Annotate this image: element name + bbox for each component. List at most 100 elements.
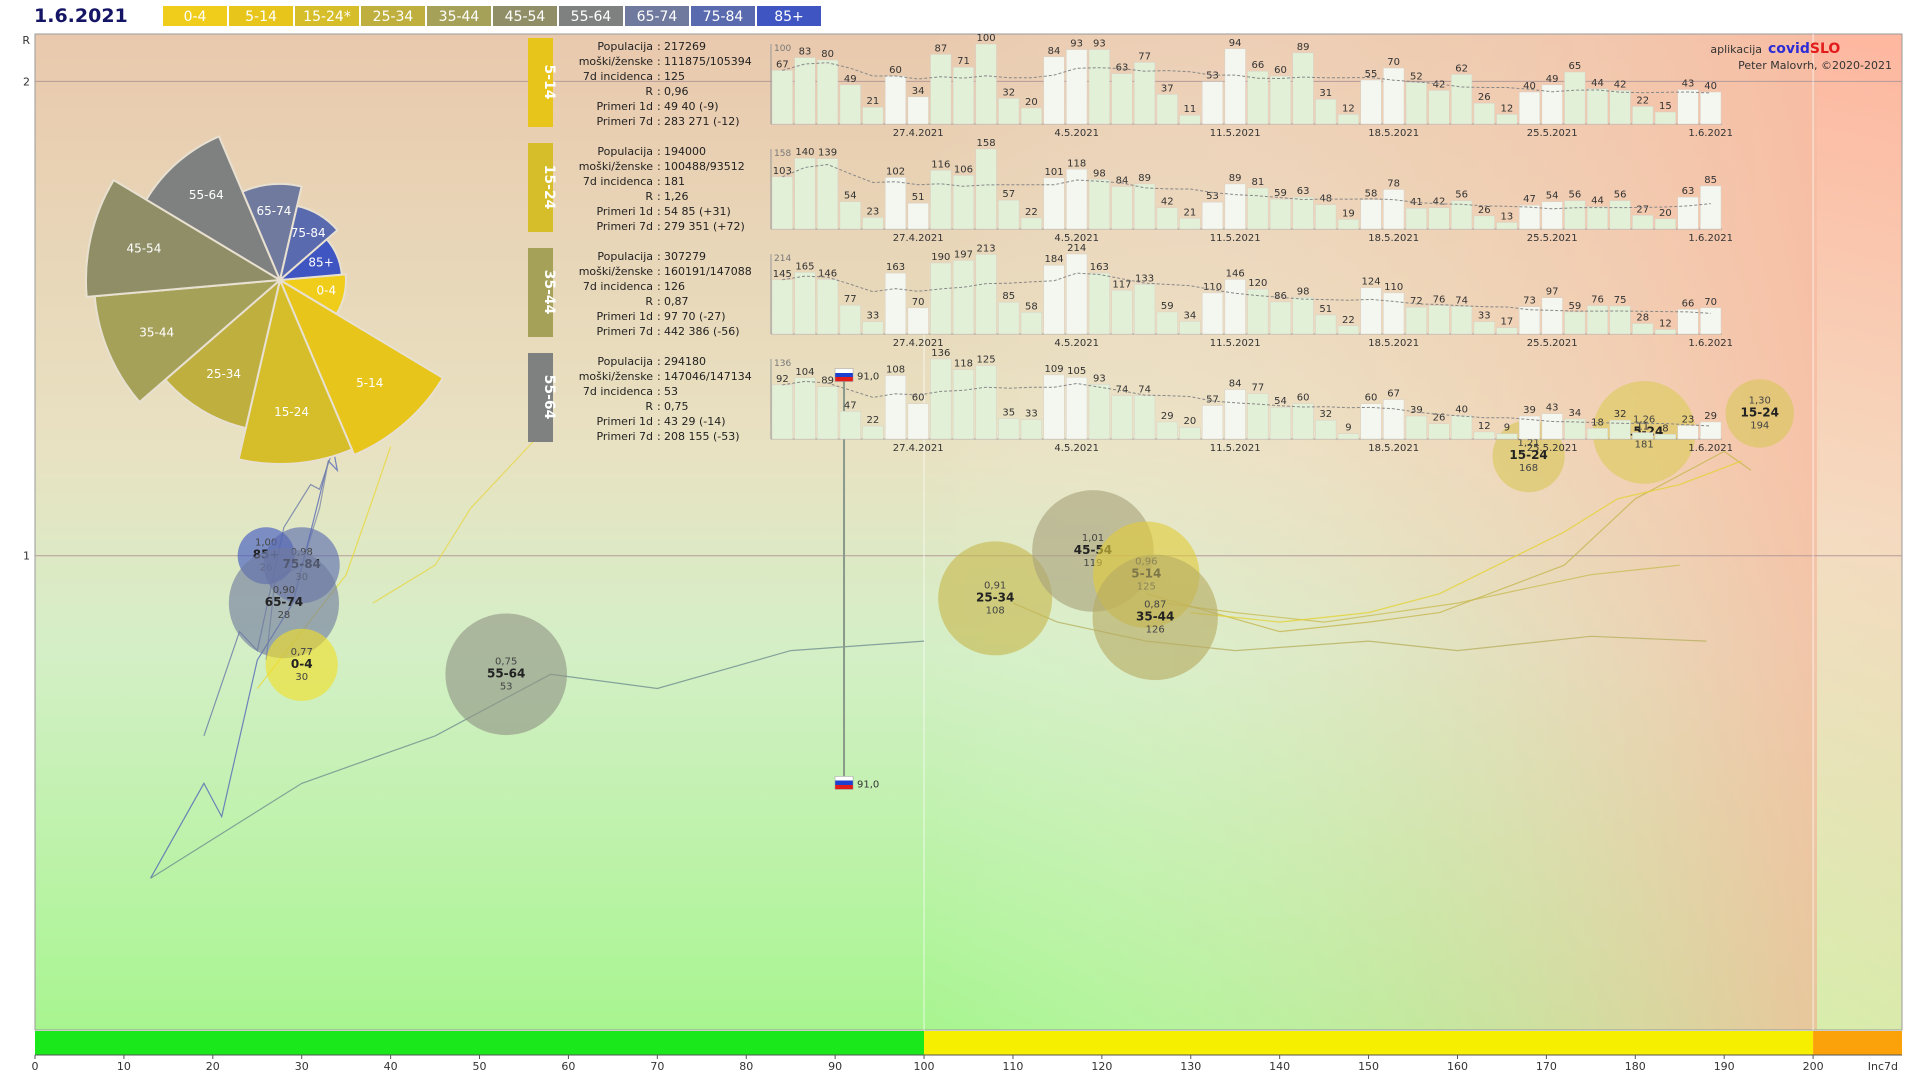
bar [1111, 186, 1133, 230]
bar-value-label: 139 [818, 148, 837, 159]
bar-value-label: 40 [1455, 404, 1468, 415]
bar-value-label: 72 [1410, 296, 1423, 307]
bar [839, 304, 861, 335]
stat-colon: : [657, 415, 661, 428]
chip-label: 65-74 [637, 9, 678, 25]
stat-value: 194000 [664, 145, 706, 158]
moving-average-line [782, 272, 1711, 314]
stat-value: 294180 [664, 355, 706, 368]
bar [1473, 431, 1495, 440]
bar-value-label: 40 [1704, 81, 1717, 92]
chip-label: 45-54 [505, 9, 546, 25]
bar [1541, 201, 1563, 230]
x-tick-label: 120 [1091, 1060, 1112, 1073]
bar-value-label: 53 [1206, 71, 1219, 82]
pie-slice-label: 25-34 [206, 367, 241, 381]
bar-value-label: 32 [1002, 87, 1015, 98]
bar [1541, 297, 1563, 335]
bar [1677, 309, 1699, 335]
bar-value-label: 44 [1591, 78, 1604, 89]
stat-value: 208 155 (-53) [664, 430, 740, 443]
bar [1654, 434, 1676, 440]
chip-label: 15-24* [303, 9, 351, 25]
bar [1654, 111, 1676, 125]
chip-3544 [427, 6, 491, 26]
x-tick-label: 60 [561, 1060, 575, 1073]
bubble-group-label: 0-4 [291, 657, 313, 671]
bar [998, 98, 1020, 125]
bar [1496, 433, 1518, 440]
bar-value-label: 133 [1135, 273, 1154, 284]
bar-value-label: 12 [1478, 421, 1491, 432]
bar-value-label: 42 [1433, 79, 1446, 90]
bar-value-label: 32 [1319, 409, 1332, 420]
stat-label: moški/ženske [579, 160, 654, 173]
bubble-15-24 [1725, 379, 1794, 448]
chip-6574 [625, 6, 689, 26]
stat-colon: : [657, 250, 661, 263]
bar-value-label: 12 [1342, 103, 1355, 114]
bar-value-label: 66 [1682, 298, 1695, 309]
bar [1088, 179, 1110, 230]
bar [1043, 374, 1065, 440]
credits-brand: covidSLO [1768, 41, 1840, 57]
bar [1564, 71, 1586, 125]
chip-label: 75-84 [703, 9, 744, 25]
bar-date-label: 18.5.2021 [1368, 443, 1419, 454]
trail-line [1164, 564, 1680, 623]
bar [771, 70, 793, 125]
stat-colon: : [657, 145, 661, 158]
bar-value-label: 11 [1636, 422, 1649, 433]
stat-colon: : [657, 220, 661, 233]
bar [1201, 405, 1224, 440]
bar [1383, 189, 1405, 230]
bar-value-label: 53 [1206, 191, 1219, 202]
y-axis: R 1 2 [22, 34, 30, 563]
bar-value-label: 17 [1501, 317, 1514, 328]
bar-date-label: 25.5.2021 [1527, 233, 1578, 244]
bar-value-label: 39 [1523, 405, 1536, 416]
bar [1518, 204, 1541, 230]
bar [884, 177, 907, 230]
bar [1156, 421, 1178, 440]
stat-value: 100488/93512 [664, 160, 745, 173]
bar-value-label: 51 [912, 192, 925, 203]
x-tick-label: 140 [1269, 1060, 1290, 1073]
stat-label: Primeri 1d [596, 100, 653, 113]
bar [1292, 196, 1314, 230]
stat-label: R [645, 295, 653, 308]
bar [952, 369, 975, 440]
bar [862, 321, 884, 335]
bar [1405, 415, 1427, 440]
bar-value-label: 59 [1161, 301, 1174, 312]
bar-value-label: 67 [1387, 389, 1400, 400]
chip-label: 55-64 [571, 9, 612, 25]
bar-value-label: 34 [1568, 408, 1581, 419]
bar [1111, 290, 1133, 335]
bar [1518, 91, 1541, 125]
bubble-r-value: 0,75 [495, 656, 517, 667]
y-tick-label: 2 [23, 75, 30, 88]
bar [817, 59, 839, 125]
bar [1541, 84, 1563, 125]
bubble-incidence: 53 [500, 681, 513, 692]
bar-value-label: 214 [1067, 243, 1086, 254]
bar [794, 272, 816, 335]
bar [1360, 287, 1382, 335]
bar-date-label: 11.5.2021 [1210, 128, 1261, 139]
bubble-incidence: 168 [1519, 463, 1538, 474]
age-group-chips: 0-4 5-14 15-24* 25-34 35-44 45-54 55-64 65-74 75… [163, 6, 821, 26]
bar [1088, 384, 1110, 440]
bubble-r-value: 1,30 [1749, 395, 1771, 406]
stat-colon: : [657, 295, 661, 308]
stat-value: 160191/147088 [664, 265, 752, 278]
bar [1201, 201, 1224, 230]
trail-line [1190, 460, 1743, 623]
bar-value-label: 43 [1546, 403, 1559, 414]
bar-value-label: 70 [1387, 57, 1400, 68]
bar [1247, 70, 1269, 125]
bar-value-label: 21 [1184, 207, 1197, 218]
bar [1496, 114, 1518, 125]
bar [975, 254, 997, 335]
